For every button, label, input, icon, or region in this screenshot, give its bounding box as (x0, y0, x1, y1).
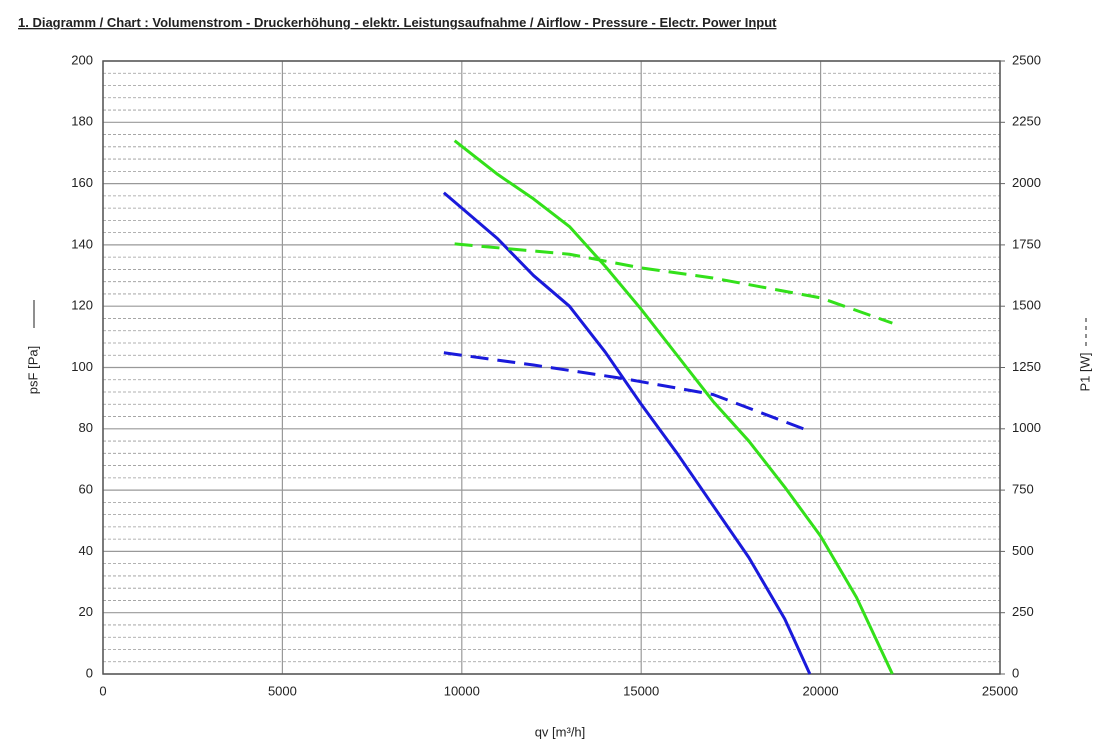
chart-title: 1. Diagramm / Chart : Volumenstrom - Dru… (18, 15, 777, 30)
y2-tick-label: 1250 (1012, 359, 1041, 374)
x-tick-label: 10000 (444, 683, 480, 698)
y2-tick-label: 1500 (1012, 298, 1041, 313)
y2-axis-label: P1 [W] (1077, 352, 1092, 391)
y-tick-label: 80 (79, 420, 93, 435)
x-tick-label: 5000 (268, 683, 297, 698)
y-tick-label: 180 (71, 114, 93, 129)
x-axis-label: qv [m³/h] (535, 724, 586, 739)
y-tick-label: 20 (79, 604, 93, 619)
y-tick-label: 200 (71, 52, 93, 67)
y-tick-label: 0 (86, 665, 93, 680)
y2-tick-label: 500 (1012, 543, 1034, 558)
power-curve (454, 242, 893, 325)
y2-tick-label: 2000 (1012, 175, 1041, 190)
y2-tick-label: 250 (1012, 604, 1034, 619)
y-tick-label: 160 (71, 175, 93, 190)
y2-tick-label: 2500 (1012, 52, 1041, 67)
y-tick-label: 100 (71, 359, 93, 374)
x-tick-label: 15000 (623, 683, 659, 698)
y2-tick-label: 1000 (1012, 420, 1041, 435)
x-tick-label: 20000 (803, 683, 839, 698)
y2-tick-label: 750 (1012, 482, 1034, 497)
x-tick-label: 25000 (982, 683, 1018, 698)
y-tick-label: 60 (79, 482, 93, 497)
pressure-curve (453, 139, 894, 675)
y-axis-label: psF [Pa] (25, 346, 40, 394)
y2-tick-label: 1750 (1012, 236, 1041, 251)
plot-frame (102, 60, 1001, 675)
y2-tick-label: 2250 (1012, 114, 1041, 129)
y-tick-label: 40 (79, 543, 93, 558)
pressure-curve (442, 191, 812, 675)
y-tick-label: 120 (71, 298, 93, 313)
x-tick-label: 0 (99, 683, 106, 698)
y2-tick-label: 0 (1012, 665, 1019, 680)
y-tick-label: 140 (71, 236, 93, 251)
power-curve (443, 351, 811, 433)
